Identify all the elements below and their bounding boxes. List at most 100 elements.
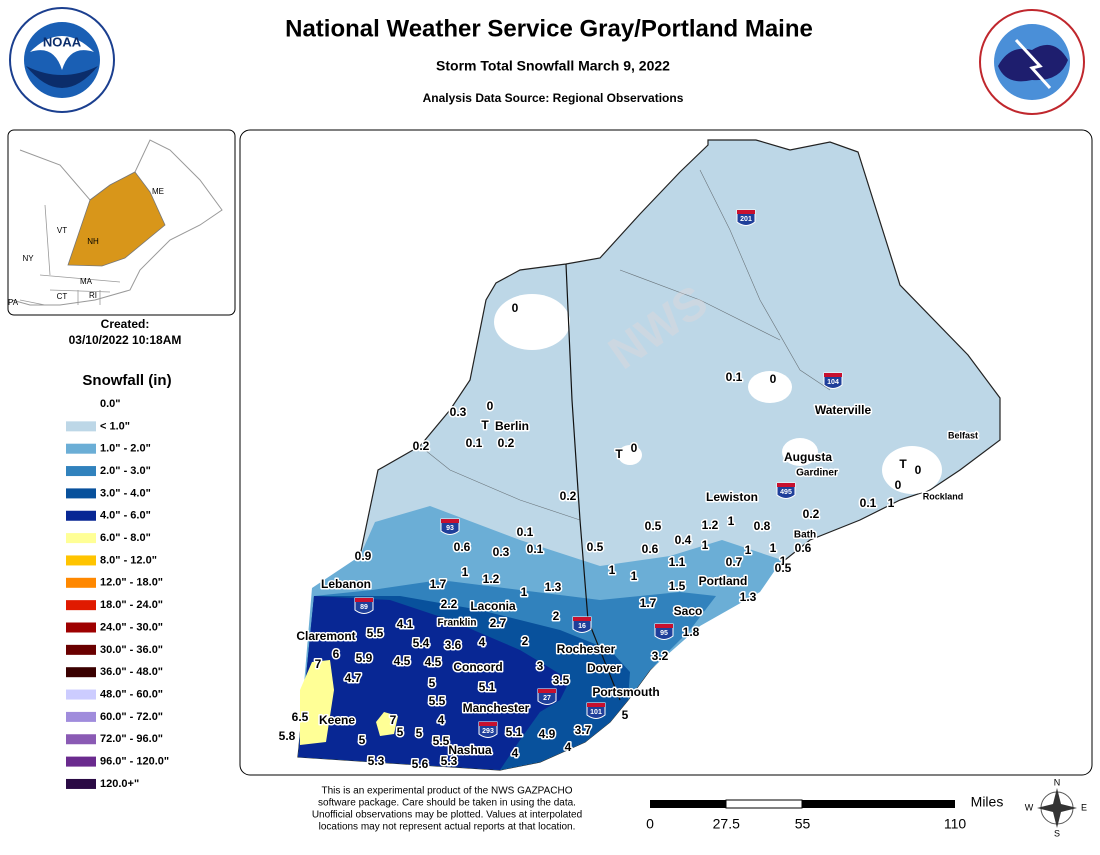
scale-tick-label: 55 — [795, 816, 811, 832]
snowfall-observation: 2 — [522, 634, 529, 648]
legend-swatch — [66, 689, 96, 700]
city-label: Manchester — [463, 701, 530, 715]
legend-swatch — [66, 734, 96, 745]
snowfall-observation: 5.9 — [356, 651, 373, 665]
snow-area — [376, 712, 398, 736]
snowfall-observation: 5 — [359, 733, 366, 747]
snowfall-observation: 3.5 — [553, 673, 570, 687]
inset-label: PA — [8, 298, 19, 307]
snowfall-observation: 3.2 — [652, 649, 669, 663]
legend-label: 1.0" - 2.0" — [100, 443, 151, 455]
snow-area — [748, 371, 792, 403]
scale-bar: Miles 0 27.5 55 110 — [646, 794, 1003, 832]
snowfall-observation: 0.6 — [642, 542, 659, 556]
footer-line: Unofficial observations may be plotted. … — [312, 810, 582, 821]
route-number: 27 — [543, 695, 551, 702]
snowfall-observation: 1.3 — [740, 590, 757, 604]
snowfall-observation: 5.1 — [506, 725, 523, 739]
route-shield-top — [441, 519, 459, 523]
footer-note: This is an experimental product of the N… — [312, 786, 582, 833]
county-lines — [419, 169, 831, 521]
legend-swatch — [66, 667, 96, 678]
scale-tick-label: 0 — [646, 816, 654, 832]
city-label: Laconia — [470, 599, 516, 613]
snowfall-observation: 5 — [397, 725, 404, 739]
legend-label: 6.0" - 8.0" — [100, 532, 151, 544]
snowfall-observation: 0.5 — [587, 540, 604, 554]
snowfall-observation: 3 — [537, 659, 544, 673]
city-label: Franklin — [438, 618, 477, 629]
route-number: 293 — [482, 728, 494, 735]
city-label: Dover — [587, 661, 621, 675]
route-number: 16 — [578, 623, 586, 630]
inset-label: CT — [57, 292, 68, 301]
snowfall-observation: 1 — [631, 569, 638, 583]
legend-title: Snowfall (in) — [82, 372, 171, 389]
city-label: Lewiston — [706, 490, 758, 504]
city-label: Lebanon — [321, 577, 371, 591]
snowfall-observation: 5 — [622, 708, 629, 722]
route-shield-top — [355, 598, 373, 602]
snowfall-observation: 1.7 — [430, 577, 447, 591]
snowfall-observation: 1 — [770, 541, 777, 555]
snowfall-observation: T — [481, 418, 489, 432]
city-label: Belfast — [948, 430, 978, 440]
snowfall-observation: 7 — [315, 657, 322, 671]
route-number: 93 — [446, 525, 454, 532]
snowfall-observation: 2.7 — [490, 616, 507, 630]
snowfall-observation: 5.5 — [367, 626, 384, 640]
snowfall-observation: 1 — [728, 514, 735, 528]
snowfall-observation: 1 — [745, 543, 752, 557]
route-number: 95 — [660, 630, 668, 637]
snowfall-observation: 5 — [416, 726, 423, 740]
noaa-text: NOAA — [43, 34, 82, 49]
snowfall-observation: T — [899, 457, 907, 471]
city-label: Bath — [794, 530, 816, 541]
snowfall-observation: 4 — [565, 740, 572, 754]
route-shield-top — [587, 703, 605, 707]
snowfall-observation: 1 — [888, 496, 895, 510]
legend-label: 30.0" - 36.0" — [100, 644, 163, 656]
legend-swatch — [66, 510, 96, 521]
snowfall-observation: 0.6 — [795, 541, 812, 555]
route-shield-top — [737, 210, 755, 214]
scale-unit: Miles — [971, 794, 1004, 810]
source: Analysis Data Source: Regional Observati… — [423, 91, 684, 105]
inset-label: RI — [89, 291, 97, 300]
map: NWS 2011044959389169527101293BerlinLeban… — [277, 139, 1001, 773]
legend-swatch — [66, 577, 96, 588]
snowfall-observation: 2.2 — [441, 597, 458, 611]
scale-tick-label: 110 — [944, 816, 967, 832]
legend-swatch — [66, 778, 96, 789]
legend-label: 12.0" - 18.0" — [100, 577, 163, 589]
snowfall-observation: 5.1 — [479, 680, 496, 694]
footer-line: software package. Care should be taken i… — [318, 798, 576, 809]
city-label: Saco — [674, 604, 703, 618]
footer-line: This is an experimental product of the N… — [321, 786, 572, 797]
snow-area — [882, 446, 942, 494]
inset-label: NH — [87, 237, 99, 246]
city-label: Portsmouth — [592, 685, 659, 699]
legend-label: 4.0" - 6.0" — [100, 510, 151, 522]
city-label: Waterville — [815, 403, 872, 417]
snowfall-observation: 0.3 — [450, 405, 467, 419]
legend-label: < 1.0" — [100, 420, 130, 432]
city-label: Rockland — [923, 491, 964, 501]
snowfall-observation: 0.1 — [726, 370, 743, 384]
legend-swatch — [66, 443, 96, 454]
route-shield-top — [655, 624, 673, 628]
legend-label: 0.0" — [100, 398, 121, 410]
snowfall-observation: 1.7 — [640, 596, 657, 610]
snowfall-observation: 4.7 — [345, 671, 362, 685]
compass-letter: S — [1054, 828, 1060, 838]
snowfall-observation: 4.5 — [394, 654, 411, 668]
snowfall-observation: 5.3 — [441, 754, 458, 768]
snowfall-observation: 5.8 — [279, 729, 296, 743]
legend-label: 36.0" - 48.0" — [100, 666, 163, 678]
legend-label: 8.0" - 12.0" — [100, 554, 157, 566]
legend-swatch — [66, 644, 96, 655]
city-label: Augusta — [784, 450, 832, 464]
snowfall-observation: 1.8 — [683, 625, 700, 639]
snowfall-observation: 0.9 — [355, 549, 372, 563]
